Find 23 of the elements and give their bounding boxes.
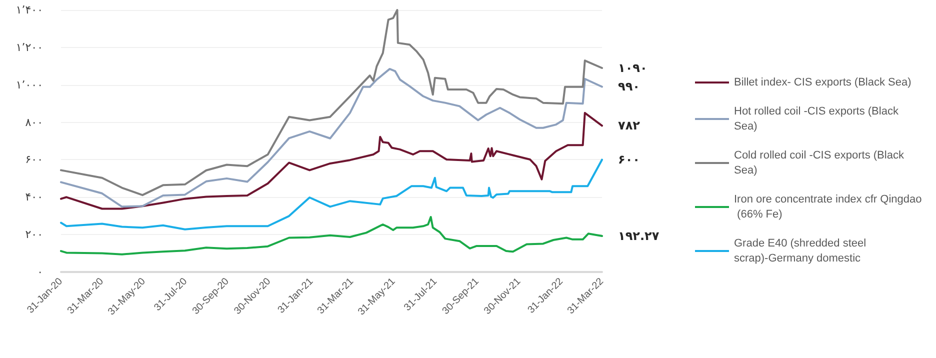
line-series [60,216,603,256]
legend-label: Cold rolled coil -CIS exports (Black Sea) [734,150,908,176]
y-tick-label: ۱٬۲۰۰ [16,40,43,54]
y-tick-label: ۰ [37,266,43,278]
annotation: ۱۰۹۰ [618,61,648,76]
line-series [60,112,603,210]
legend-label: Hot rolled coil -CIS exports (Black Sea) [734,106,902,132]
y-tick-label: ۶۰۰ [25,153,43,166]
y-tick-label: ۱٬۴۰۰ [16,4,43,16]
legend-label: Billet index- CIS exports (Black Sea) [734,76,912,88]
y-tick-label: ۸۰۰ [25,116,43,129]
annotation: ۱۹۲.۲۷ [618,229,660,244]
legend-label: Iron ore concentrate index cfr Qingdao (66% Fe) [734,194,922,220]
y-tick-label: ۲۰۰ [25,228,43,242]
legend-label: Grade E40 (shredded steel scrap)-Germany domestic [734,238,870,264]
line-series [60,68,603,208]
y-tick-label: ۱٬۰۰۰ [16,78,43,92]
line-series [60,9,603,196]
line-series [60,158,603,230]
y-tick-label: ۴۰۰ [25,190,43,204]
annotation: ۹۹۰ [618,80,640,94]
annotation: ۶۰۰ [618,152,640,167]
annotation: ۷۸۲ [618,118,641,133]
